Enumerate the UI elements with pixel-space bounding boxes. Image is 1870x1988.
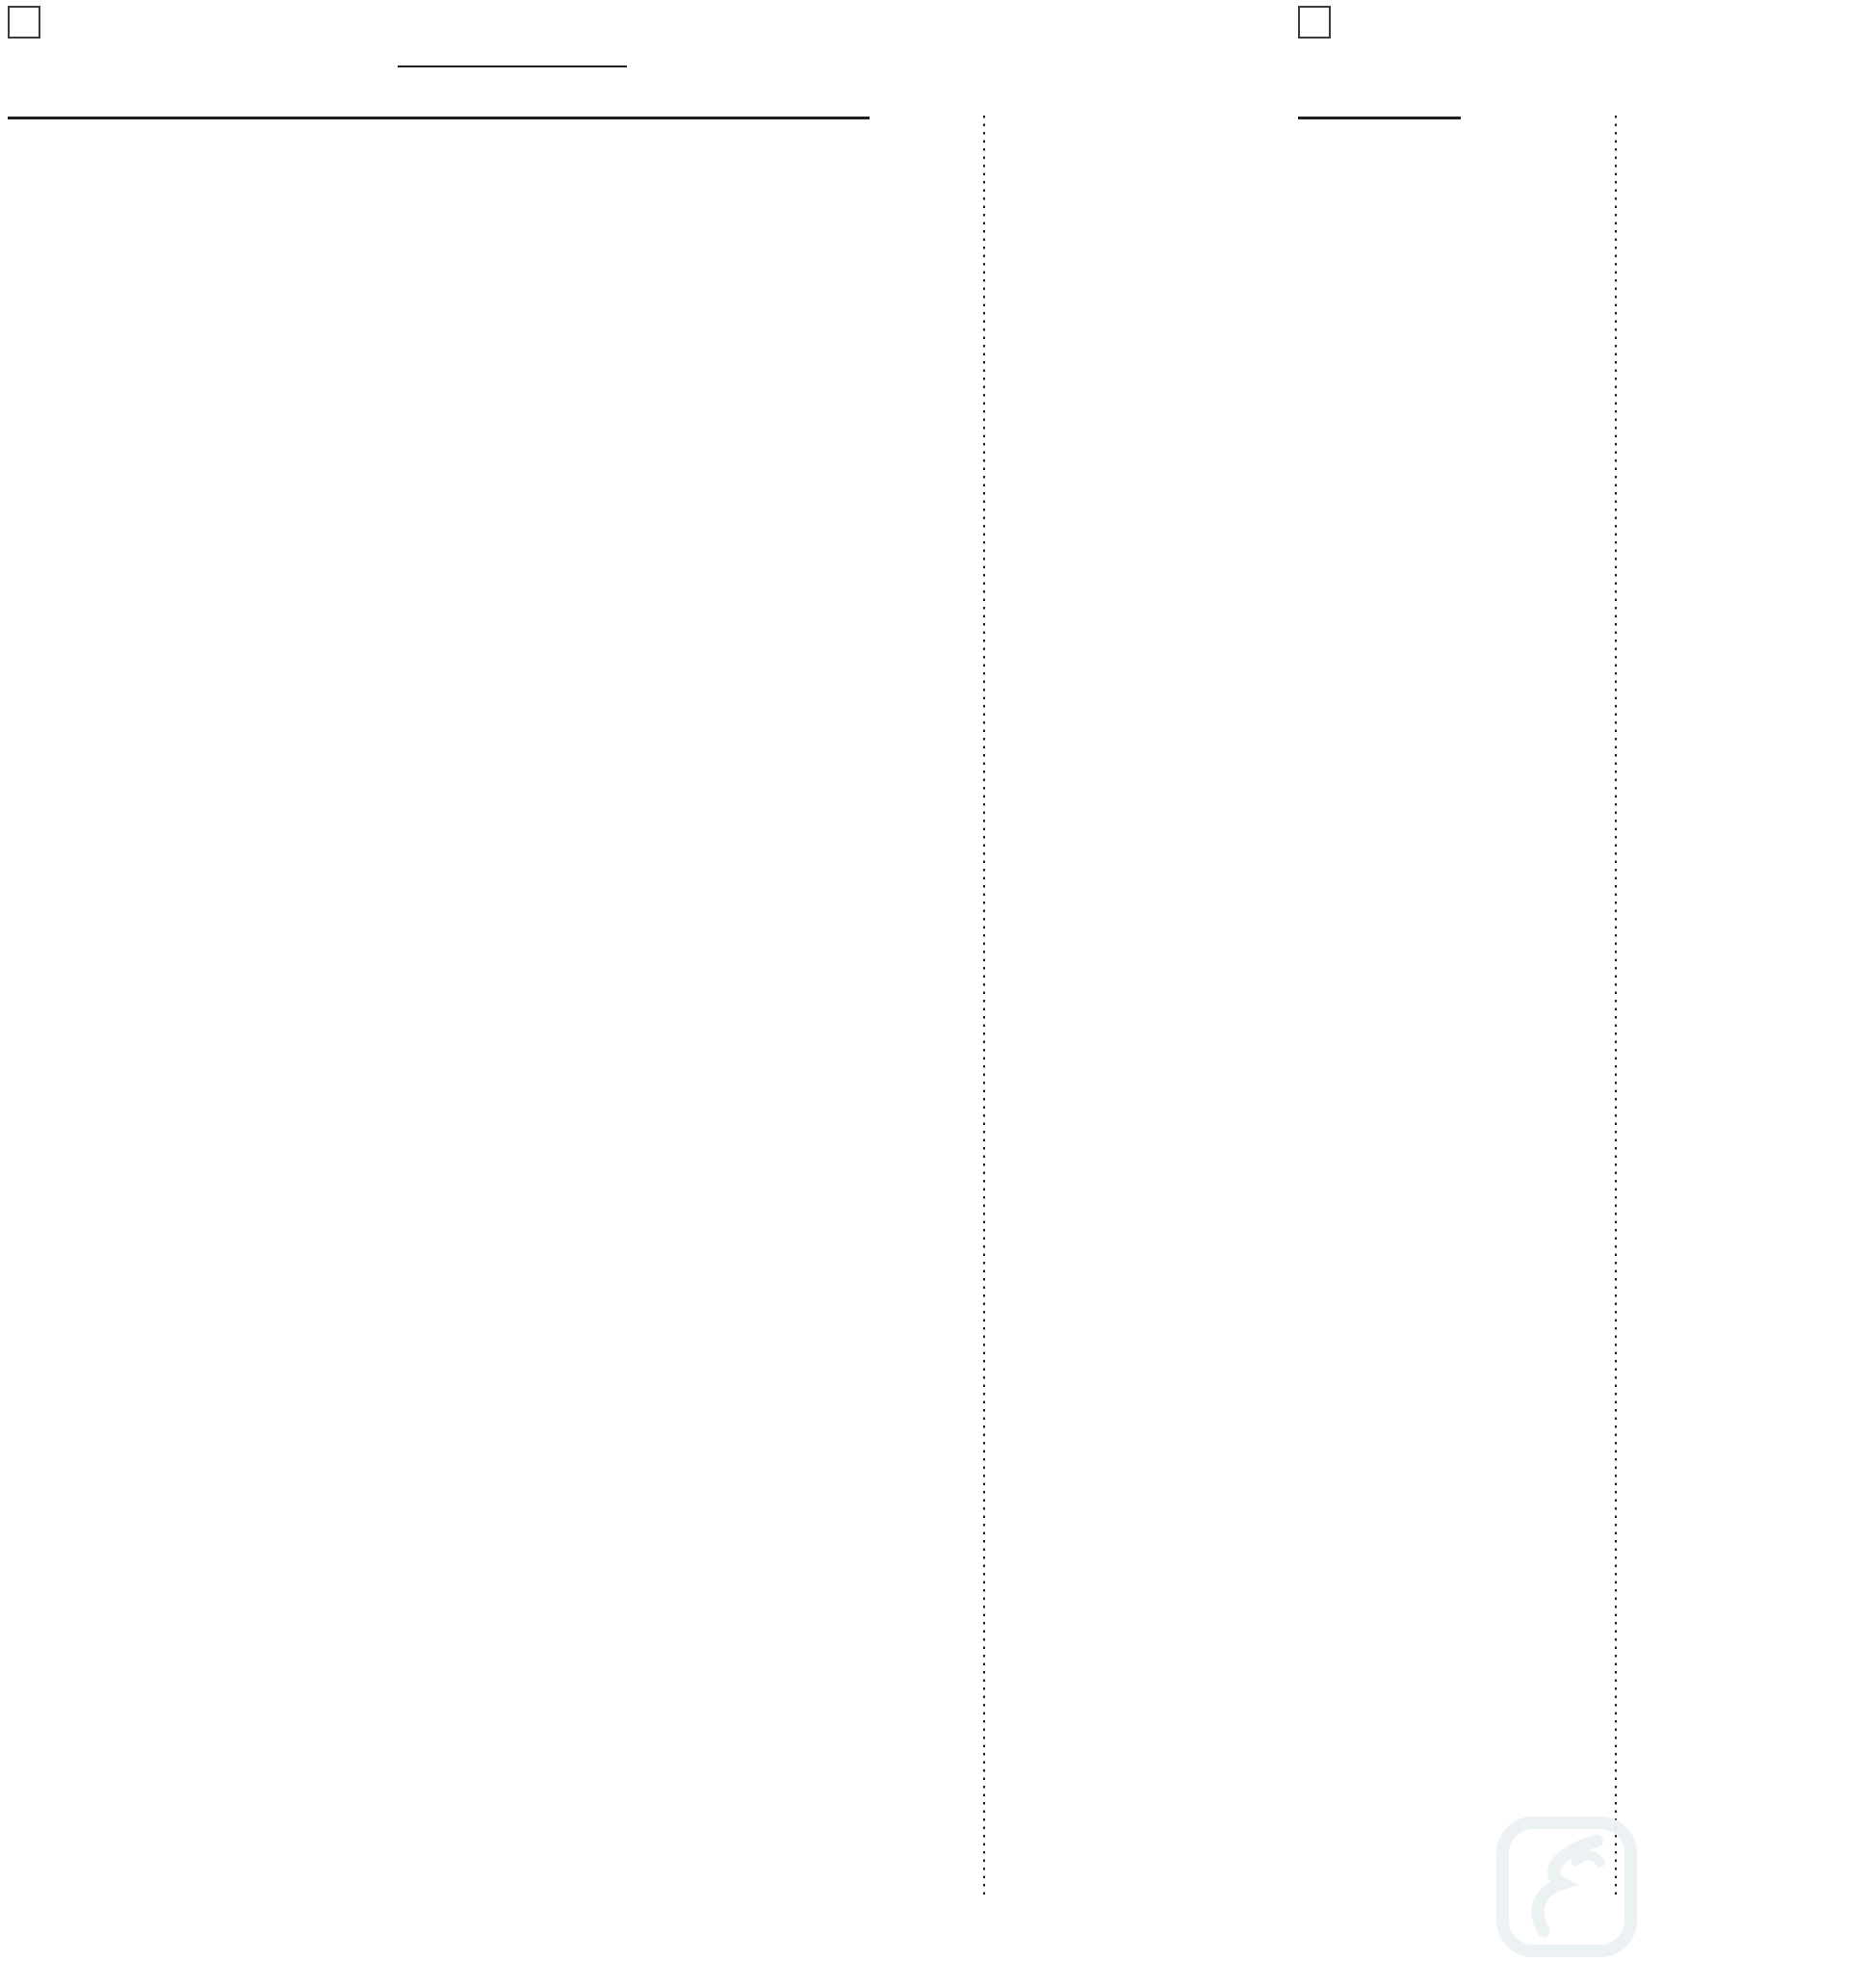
reference-line-b: [1615, 116, 1617, 1896]
panel-b-tag: [1298, 6, 1331, 39]
header-rule-a: [8, 117, 870, 119]
panel-a-tag: [8, 6, 40, 39]
watermark: [1483, 1809, 1870, 1988]
reference-line-a: [983, 116, 985, 1896]
header-rule-b: [1298, 117, 1461, 119]
no-underline: [398, 65, 627, 67]
